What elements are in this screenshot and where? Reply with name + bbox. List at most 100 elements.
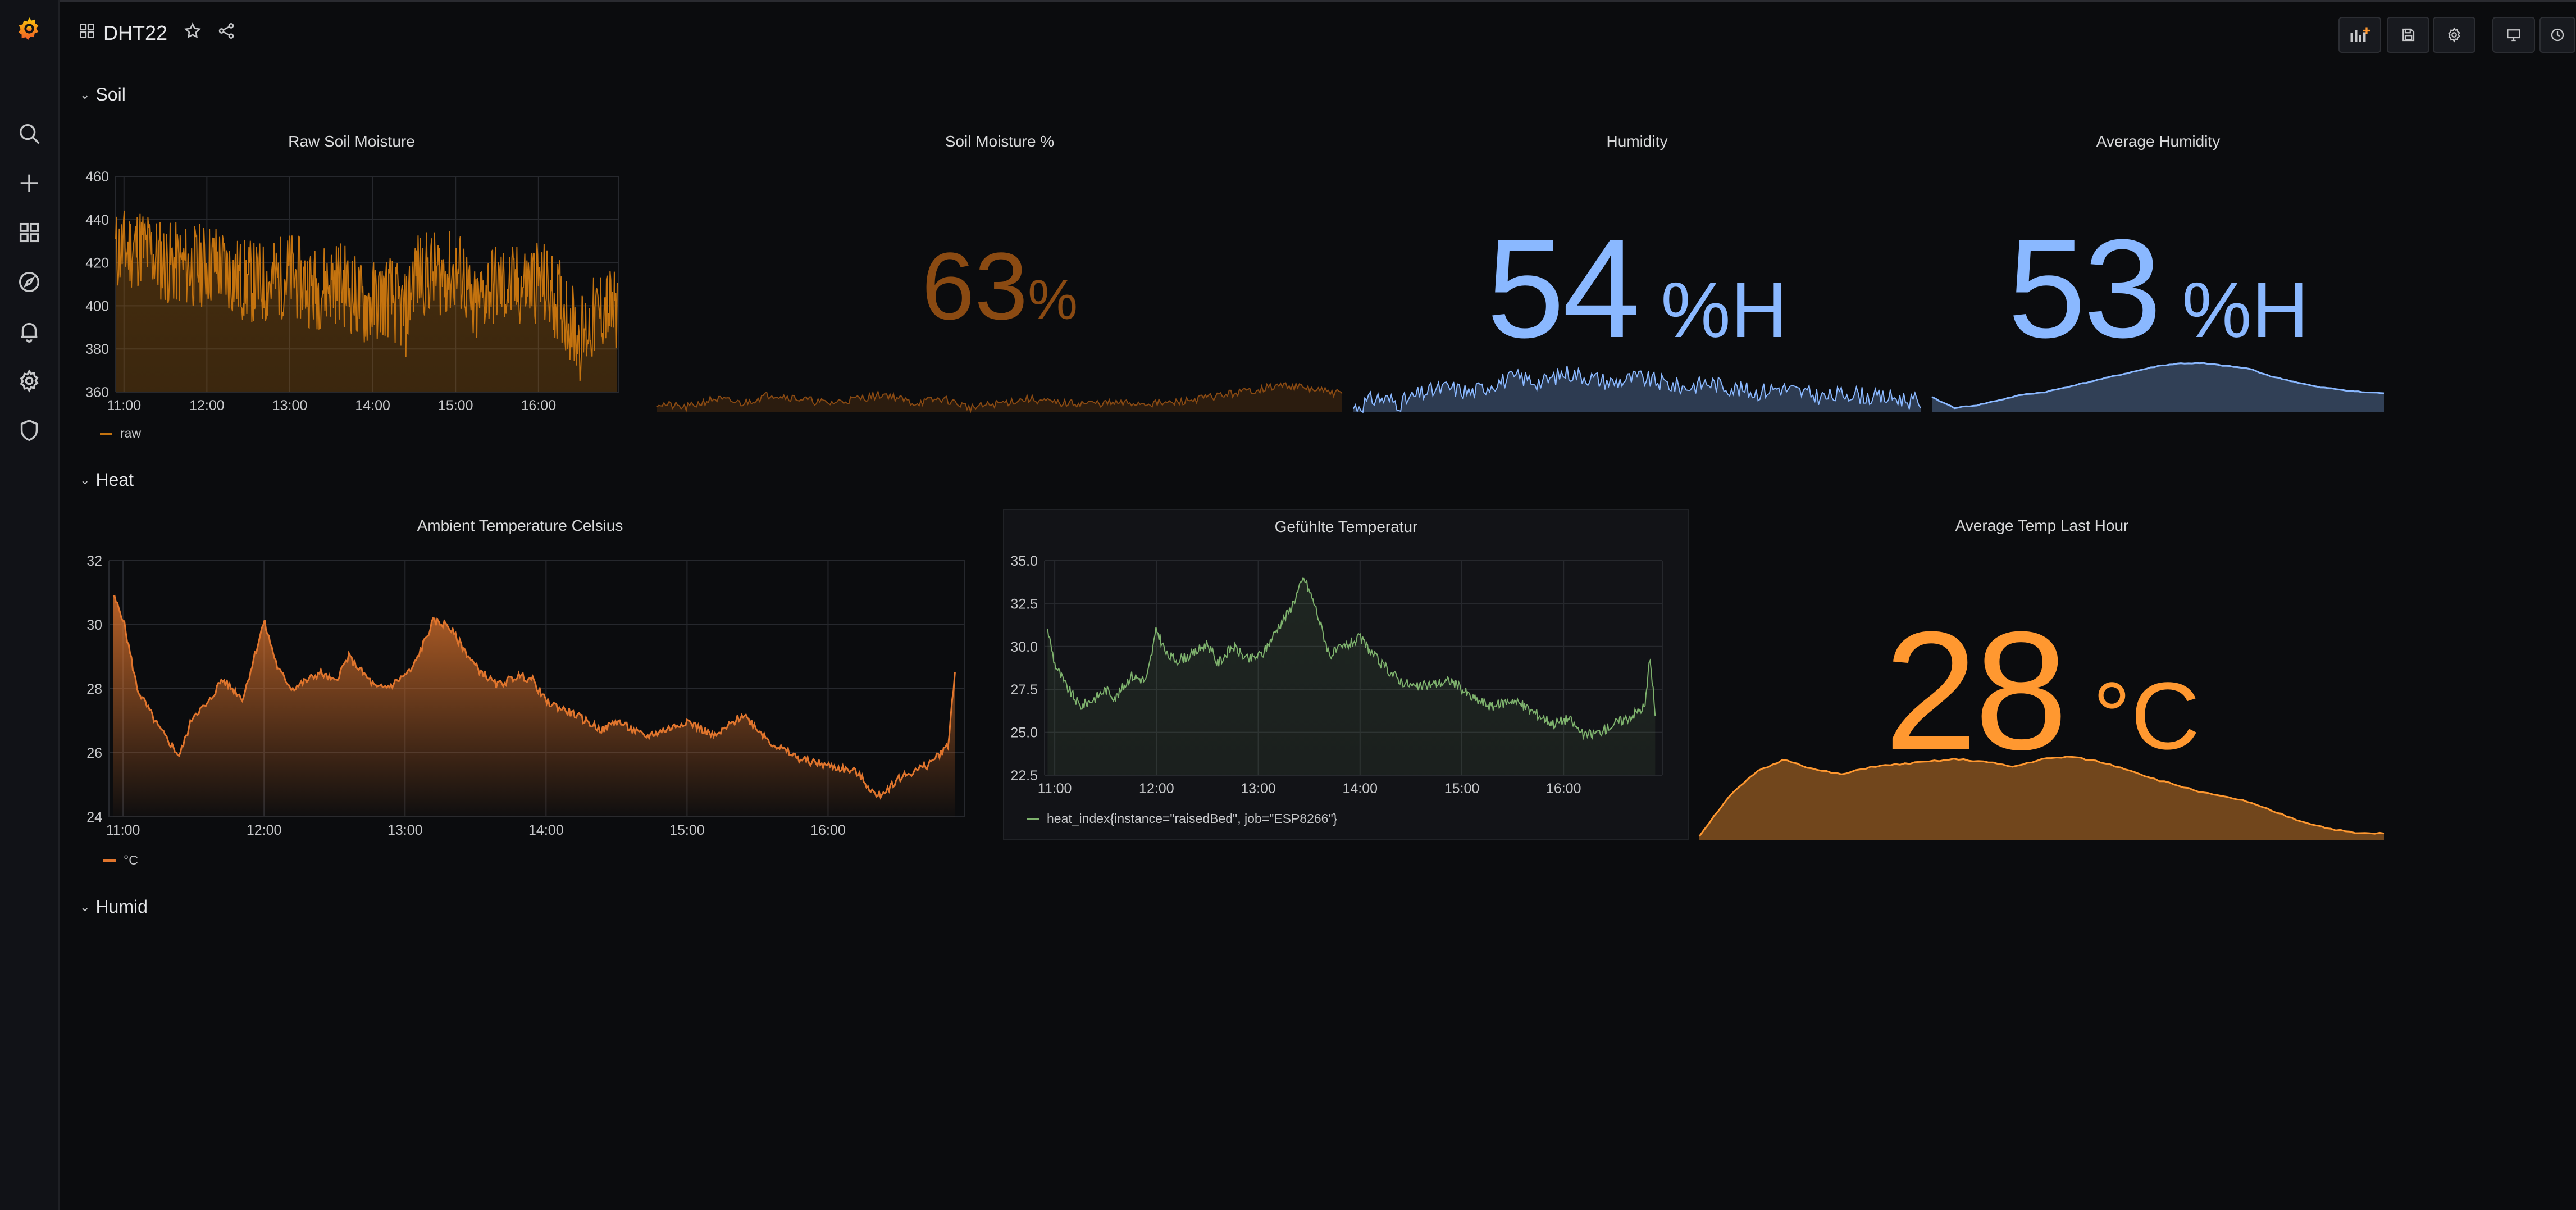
sparkline-area bbox=[1353, 366, 1921, 412]
x-tick-label: 12:00 bbox=[1139, 781, 1174, 797]
row-heat[interactable]: ⌄ Heat bbox=[80, 470, 134, 490]
panel-title: Ambient Temperature Celsius bbox=[417, 517, 623, 534]
star-icon[interactable] bbox=[180, 18, 206, 44]
dashboard-header: DHT22 bbox=[58, 2, 2576, 63]
plus-icon[interactable] bbox=[12, 166, 46, 200]
stat-value: 53 %H bbox=[1932, 208, 2384, 369]
settings-button[interactable] bbox=[2433, 17, 2475, 53]
panel-title: Humidity bbox=[1606, 133, 1668, 150]
average-temp-sparkline bbox=[1698, 756, 2385, 840]
series-line bbox=[1047, 577, 1656, 740]
sparkline-area bbox=[657, 383, 1342, 412]
x-tick-label: 14:00 bbox=[355, 398, 390, 413]
legend-heat-index[interactable]: heat_index{instance="raisedBed", job="ES… bbox=[1027, 811, 1337, 826]
panel-soil-moisture-percent[interactable]: Soil Moisture % 63% bbox=[656, 125, 1343, 414]
series-line bbox=[115, 210, 618, 381]
panel-gefuehlte-temperatur[interactable]: Gefühlte Temperatur 35.0 32.5 30.0 27.5 25.0… bbox=[1003, 509, 1689, 840]
legend-swatch bbox=[103, 859, 116, 862]
panel-average-humidity[interactable]: Average Humidity 53 %H bbox=[1931, 125, 2385, 412]
x-tick-label: 14:00 bbox=[1342, 781, 1378, 797]
stat-number: 54 bbox=[1487, 210, 1640, 367]
average-humidity-sparkline bbox=[1931, 362, 2385, 412]
x-tick-label: 12:00 bbox=[189, 398, 225, 413]
y-tick-label: 400 bbox=[85, 298, 109, 314]
grafana-logo-icon[interactable] bbox=[12, 11, 46, 45]
stat-unit: %H bbox=[1661, 266, 1788, 354]
chevron-down-icon: ⌄ bbox=[80, 87, 90, 102]
y-tick-label: 30 bbox=[86, 617, 102, 633]
legend-label: °C bbox=[124, 853, 138, 867]
row-humid[interactable]: ⌄ Humid bbox=[80, 897, 148, 917]
stat-value: 54 %H bbox=[1353, 208, 1921, 369]
y-tick-label: 27.5 bbox=[1010, 682, 1038, 698]
humidity-sparkline bbox=[1353, 365, 1921, 413]
y-tick-label: 22.5 bbox=[1010, 768, 1038, 784]
x-tick-label: 15:00 bbox=[669, 822, 705, 838]
panel-title: Raw Soil Moisture bbox=[288, 133, 415, 150]
stat-unit: % bbox=[1028, 269, 1078, 331]
dashboard-title[interactable]: DHT22 bbox=[103, 21, 168, 44]
y-tick-label: 30.0 bbox=[1010, 639, 1038, 655]
tv-mode-button[interactable] bbox=[2492, 17, 2535, 53]
compass-icon[interactable] bbox=[12, 265, 46, 299]
x-tick-label: 11:00 bbox=[1038, 781, 1072, 797]
panel-humidity[interactable]: Humidity 54 %H bbox=[1353, 125, 1921, 413]
chevron-down-icon: ⌄ bbox=[80, 899, 90, 914]
top-border bbox=[0, 0, 2576, 2]
x-tick-label: 12:00 bbox=[247, 822, 282, 838]
y-tick-label: 28 bbox=[86, 681, 102, 697]
heat-index-chart: 35.0 32.5 30.0 27.5 25.0 22.511:00 12:00 13:00 1… bbox=[1010, 553, 1663, 797]
stat-unit: %H bbox=[2182, 266, 2309, 354]
shield-icon[interactable] bbox=[12, 413, 46, 447]
sidebar bbox=[0, 0, 60, 1210]
x-tick-label: 13:00 bbox=[1241, 781, 1276, 797]
panel-average-temp-last-hour[interactable]: Average Temp Last Hour 28 °C bbox=[1698, 509, 2385, 840]
x-tick-label: 14:00 bbox=[528, 822, 564, 838]
legend-raw[interactable]: raw bbox=[100, 426, 141, 441]
sparkline-area bbox=[1699, 756, 2384, 840]
time-picker-button[interactable] bbox=[2539, 17, 2575, 53]
add-panel-button[interactable] bbox=[2338, 17, 2381, 53]
stat-number: 63 bbox=[921, 233, 1028, 340]
legend-label: heat_index{instance="raisedBed", job="ES… bbox=[1047, 811, 1338, 826]
panel-title: Average Temp Last Hour bbox=[1955, 517, 2129, 534]
dashboards-icon[interactable] bbox=[12, 216, 46, 249]
y-tick-label: 440 bbox=[85, 212, 109, 228]
y-tick-label: 32 bbox=[86, 553, 102, 569]
panel-title: Average Humidity bbox=[2096, 133, 2221, 150]
sparkline-line bbox=[656, 381, 1343, 414]
share-icon[interactable] bbox=[213, 18, 239, 44]
legend-ambient[interactable]: °C bbox=[103, 853, 138, 868]
row-soil[interactable]: ⌄ Soil bbox=[80, 84, 126, 105]
y-tick-label: 380 bbox=[85, 342, 109, 357]
legend-swatch bbox=[1027, 817, 1039, 820]
y-tick-label: 24 bbox=[86, 809, 102, 825]
panel-raw-soil-moisture[interactable]: Raw Soil Moisture 460 440 420 400 380 360 11:0… bbox=[71, 125, 632, 451]
sparkline-area bbox=[1932, 363, 2384, 412]
panel-ambient-temperature[interactable]: Ambient Temperature Celsius 32 30 28 26 24 11… bbox=[71, 509, 969, 874]
stat-number: 28 bbox=[1884, 596, 2068, 785]
sparkline-line bbox=[1698, 756, 2385, 837]
x-tick-label: 11:00 bbox=[106, 822, 140, 838]
search-icon[interactable] bbox=[12, 117, 46, 151]
y-tick-label: 26 bbox=[86, 745, 102, 761]
y-tick-label: 420 bbox=[85, 256, 109, 271]
gear-icon[interactable] bbox=[12, 364, 46, 398]
y-tick-label: 35.0 bbox=[1010, 553, 1038, 569]
y-tick-label: 360 bbox=[85, 385, 109, 401]
row-title-heat: Heat bbox=[95, 470, 134, 490]
dashboard-grid-icon bbox=[74, 18, 100, 44]
stat-unit: °C bbox=[2092, 663, 2200, 770]
panel-title: Gefühlte Temperatur bbox=[1274, 518, 1418, 535]
x-tick-label: 15:00 bbox=[1444, 781, 1480, 797]
stat-value: 28 °C bbox=[1699, 593, 2384, 788]
series-line bbox=[112, 594, 956, 800]
chevron-down-icon: ⌄ bbox=[80, 472, 90, 487]
series-area bbox=[1047, 578, 1656, 775]
soil-percent-sparkline bbox=[656, 381, 1343, 414]
legend-swatch bbox=[100, 432, 112, 435]
save-dashboard-button[interactable] bbox=[2387, 17, 2429, 53]
bell-icon[interactable] bbox=[12, 315, 46, 348]
x-tick-label: 16:00 bbox=[810, 822, 846, 838]
